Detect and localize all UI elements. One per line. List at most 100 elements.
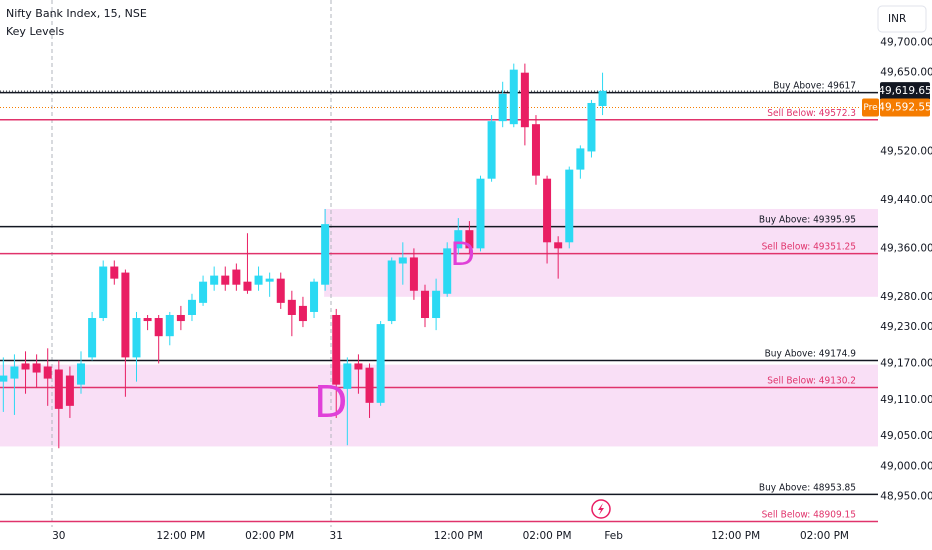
candle-body — [143, 318, 152, 322]
y-tick-label: 49,650.00 — [880, 67, 932, 79]
candle-body — [498, 93, 507, 122]
x-tick-label: 02:00 PM — [245, 530, 294, 542]
candle-body — [77, 363, 86, 385]
candle-body — [554, 242, 563, 249]
candle-body — [543, 178, 552, 243]
candle-body — [421, 290, 430, 319]
candle-body — [43, 366, 52, 379]
candle-body — [476, 178, 485, 249]
candle-body — [354, 363, 363, 370]
candle-body — [598, 90, 607, 107]
demand-zone — [0, 364, 878, 447]
y-tick-label: 49,700.00 — [880, 36, 932, 48]
candle-body — [531, 124, 540, 176]
candle-body — [332, 314, 341, 385]
candle-body — [254, 275, 263, 285]
candle-body — [165, 314, 174, 337]
candle-body — [32, 363, 41, 373]
candle-body — [587, 102, 596, 152]
indicator-name: Key Levels — [6, 25, 64, 38]
key-level-label: Sell Below: 49572.3 — [767, 108, 856, 119]
candle-body — [398, 257, 407, 264]
event-icon-bolt — [598, 503, 604, 515]
candle-body — [199, 281, 208, 303]
key-level-label: Sell Below: 49351.25 — [762, 242, 856, 253]
candle-body — [10, 366, 19, 379]
candle-body — [287, 299, 296, 315]
currency-box[interactable] — [877, 5, 927, 33]
x-tick-label: Feb — [604, 530, 623, 542]
pre-tag-box — [862, 98, 879, 117]
candle-body — [0, 375, 8, 382]
key-level-label: Buy Above: 49617 — [773, 81, 856, 92]
candle-body — [187, 299, 196, 315]
x-tick-label: 02:00 PM — [523, 530, 572, 542]
y-tick-label: 49,000.00 — [880, 460, 932, 472]
candle-body — [409, 257, 418, 291]
candle-body — [65, 375, 74, 406]
currency[interactable]: INR — [888, 13, 906, 25]
pre-price-tag — [880, 98, 930, 117]
y-tick-label: 49,280.00 — [880, 291, 932, 303]
x-tick-label: 12:00 PM — [434, 530, 483, 542]
candle-body — [509, 69, 518, 125]
candle-body — [465, 230, 474, 249]
zones — [0, 208, 878, 447]
candle-body — [121, 272, 130, 358]
candle-body — [132, 318, 141, 358]
y-tick-label: 49,440.00 — [880, 194, 932, 206]
candle-body — [576, 148, 585, 170]
y-tick-label: 49,110.00 — [880, 394, 932, 406]
candle-body — [21, 363, 30, 370]
x-tick-label: 12:00 PM — [711, 530, 760, 542]
x-tick-label: 12:00 PM — [156, 530, 205, 542]
candle-body — [487, 121, 496, 179]
y-tick-label: 49,050.00 — [880, 430, 932, 442]
candle-body — [520, 72, 529, 128]
candle-body — [454, 230, 463, 249]
key-level-label: Buy Above: 49174.9 — [765, 348, 857, 359]
x-tick-label: 30 — [52, 530, 65, 542]
x-tick-label: 31 — [330, 530, 343, 542]
candle-body — [221, 275, 230, 285]
candle-body — [298, 305, 307, 322]
key-level-label: Sell Below: 49130.2 — [767, 376, 856, 387]
candle-body — [243, 281, 252, 291]
candle-body — [443, 248, 452, 294]
candle-body — [276, 278, 285, 303]
candle-body — [99, 266, 108, 319]
candle-body — [321, 224, 330, 285]
candle-body — [376, 324, 385, 403]
candle-body — [176, 314, 185, 322]
candle-body — [54, 369, 63, 409]
key-level-label: Sell Below: 48909.15 — [762, 509, 856, 520]
candle-body — [432, 290, 441, 319]
pre-tag: Pre — [863, 103, 878, 113]
last-price-label: 49,619.65 — [878, 85, 931, 97]
y-tick-label: 49,230.00 — [880, 321, 932, 333]
candle-body — [565, 169, 574, 243]
candle-body — [88, 318, 97, 358]
y-tick-label: 49,360.00 — [880, 242, 932, 254]
zone-label: D — [450, 235, 475, 273]
chart-title: Nifty Bank Index, 15, NSE — [6, 7, 147, 20]
candle-body — [210, 275, 219, 285]
candle-body — [365, 367, 374, 403]
y-tick-label: 49,520.00 — [880, 145, 932, 157]
candle-body — [310, 281, 319, 312]
last-price-tag — [880, 82, 930, 101]
candle-body — [154, 318, 163, 337]
y-tick-label: 48,950.00 — [880, 491, 932, 503]
candle-body — [110, 266, 119, 279]
candle-body — [265, 278, 274, 282]
key-level-label: Buy Above: 49395.95 — [759, 215, 856, 226]
y-tick-label: 49,170.00 — [880, 357, 932, 369]
candle-body — [343, 363, 352, 389]
key-level-label: Buy Above: 48953.85 — [759, 482, 856, 493]
pre-price-label: 49,592.55 — [878, 101, 931, 113]
candle-body — [232, 269, 241, 285]
candle-body — [387, 260, 396, 322]
x-tick-label: 02:00 PM — [800, 530, 849, 542]
